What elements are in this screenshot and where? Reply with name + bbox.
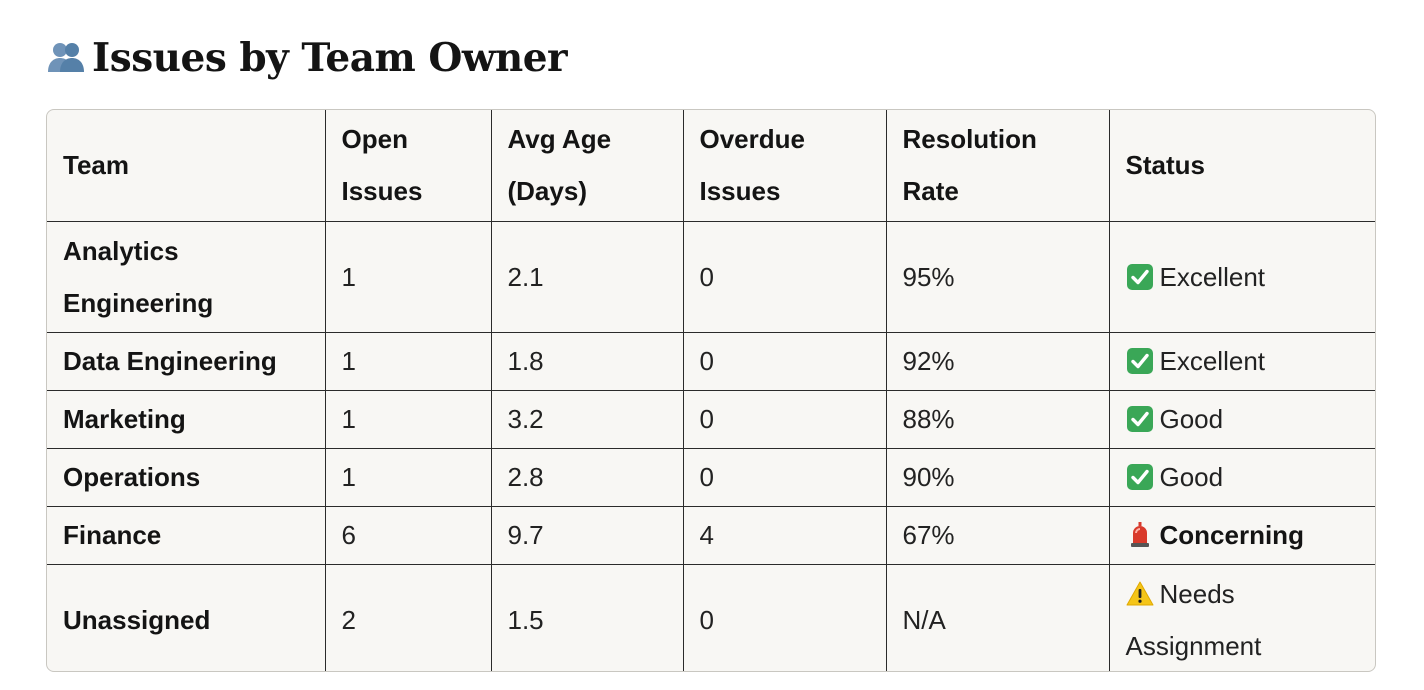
header-status: Status (1108, 110, 1375, 222)
status-cell: Concerning (1108, 505, 1375, 565)
team-cell: Operations (47, 447, 326, 507)
open-issues-cell: 1 (324, 331, 492, 391)
avg-age-cell: 9.7 (490, 505, 684, 565)
resolution-rate-cell: N/A (885, 563, 1110, 671)
overdue-issues-cell: 0 (682, 447, 887, 507)
open-issues-cell: 6 (324, 505, 492, 565)
open-issues-cell: 1 (324, 220, 492, 333)
overdue-issues-cell: 0 (682, 563, 887, 671)
resolution-rate-cell: 90% (885, 447, 1110, 507)
team-cell: Data Engineering (47, 331, 326, 391)
team-cell: Marketing (47, 389, 326, 449)
check-mark-icon (1126, 263, 1153, 290)
header-overdue-issues: Overdue Issues (682, 110, 887, 222)
people-icon (48, 43, 84, 72)
issues-table: Team Open Issues Avg Age (Days) Overdue Iss… (47, 110, 1375, 671)
heading-title: Issues by Team Owner (92, 35, 568, 81)
status-cell: Excellent (1108, 331, 1375, 391)
resolution-rate-cell: 88% (885, 389, 1110, 449)
table-row: Analytics Engineering 1 2.1 0 95% Excelle… (47, 220, 1375, 333)
resolution-rate-cell: 67% (885, 505, 1110, 565)
status-cell: Needs Assignment (1108, 563, 1375, 671)
team-cell: Analytics Engineering (47, 220, 326, 333)
team-cell: Finance (47, 505, 326, 565)
overdue-issues-cell: 0 (682, 389, 887, 449)
open-issues-cell: 1 (324, 389, 492, 449)
header-team: Team (47, 110, 326, 222)
overdue-issues-cell: 0 (682, 220, 887, 333)
status-cell: Good (1108, 389, 1375, 449)
overdue-issues-cell: 0 (682, 331, 887, 391)
header-resolution-rate: Resolution Rate (885, 110, 1110, 222)
status-cell: Good (1108, 447, 1375, 507)
table-row: Finance 6 9.7 4 67% Concerning (47, 505, 1375, 565)
check-mark-icon (1126, 464, 1153, 490)
table-row: Operations 1 2.8 0 90% Good (47, 447, 1375, 507)
header-open-issues: Open Issues (324, 110, 492, 222)
open-issues-cell: 2 (324, 563, 492, 671)
table-row: Unassigned 2 1.5 0 N/A Needs Assignment (47, 563, 1375, 671)
avg-age-cell: 2.8 (490, 447, 684, 507)
open-issues-cell: 1 (324, 447, 492, 507)
table-row: Data Engineering 1 1.8 0 92% Excellent (47, 331, 1375, 391)
overdue-issues-cell: 4 (682, 505, 887, 565)
avg-age-cell: 3.2 (490, 389, 684, 449)
page-title: Issues by Team Owner (46, 30, 568, 86)
check-mark-icon (1126, 406, 1153, 432)
table-row: Marketing 1 3.2 0 88% Good (47, 389, 1375, 449)
resolution-rate-cell: 95% (885, 220, 1110, 333)
resolution-rate-cell: 92% (885, 331, 1110, 391)
header-avg-age: Avg Age (Days) (490, 110, 684, 222)
avg-age-cell: 1.5 (490, 563, 684, 671)
issues-table-container: Team Open Issues Avg Age (Days) Overdue Iss… (46, 109, 1376, 672)
avg-age-cell: 1.8 (490, 331, 684, 391)
check-mark-icon (1126, 348, 1153, 374)
warning-icon (1126, 581, 1153, 606)
team-cell: Unassigned (47, 563, 326, 671)
status-cell: Excellent (1108, 220, 1375, 333)
avg-age-cell: 2.1 (490, 220, 684, 333)
table-header-row: Team Open Issues Avg Age (Days) Overdue Iss… (47, 110, 1375, 222)
siren-icon (1130, 522, 1149, 547)
